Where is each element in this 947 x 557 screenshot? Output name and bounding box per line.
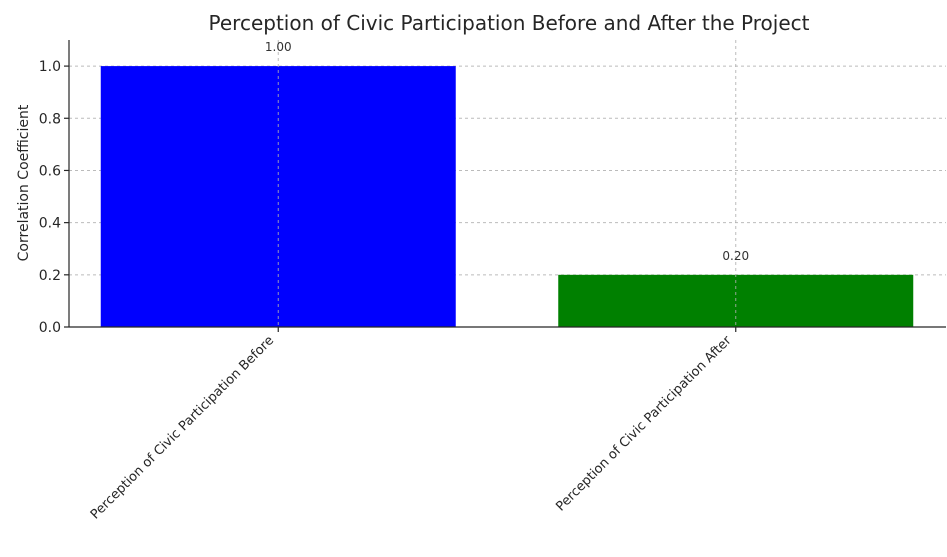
x-ticks: Perception of Civic Participation Before… (88, 327, 737, 522)
y-tick-label: 0.0 (39, 320, 61, 336)
y-axis-label: Correlation Coefficient (16, 104, 32, 261)
chart-title: Perception of Civic Participation Before… (209, 11, 810, 35)
y-tick-label: 0.8 (39, 111, 61, 127)
y-tick-label: 0.6 (39, 163, 61, 179)
y-tick-label: 1.0 (39, 59, 61, 75)
data-label: 1.00 (265, 40, 292, 54)
data-label: 0.20 (722, 249, 749, 263)
axes (68, 40, 946, 328)
x-tick-label: Perception of Civic Participation Before (88, 333, 277, 522)
y-tick-label: 0.4 (39, 216, 61, 232)
y-tick-label: 0.2 (39, 268, 61, 284)
y-ticks: 0.0 0.2 0.4 0.6 0.8 1.0 (39, 59, 69, 336)
bars (100, 66, 914, 327)
data-labels: 1.00 0.20 (265, 40, 749, 263)
x-tick-label: Perception of Civic Participation After (553, 333, 735, 515)
